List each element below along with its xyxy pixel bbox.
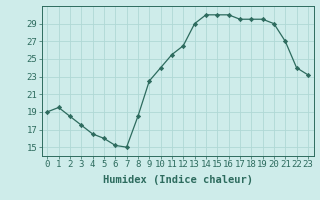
- X-axis label: Humidex (Indice chaleur): Humidex (Indice chaleur): [103, 175, 252, 185]
